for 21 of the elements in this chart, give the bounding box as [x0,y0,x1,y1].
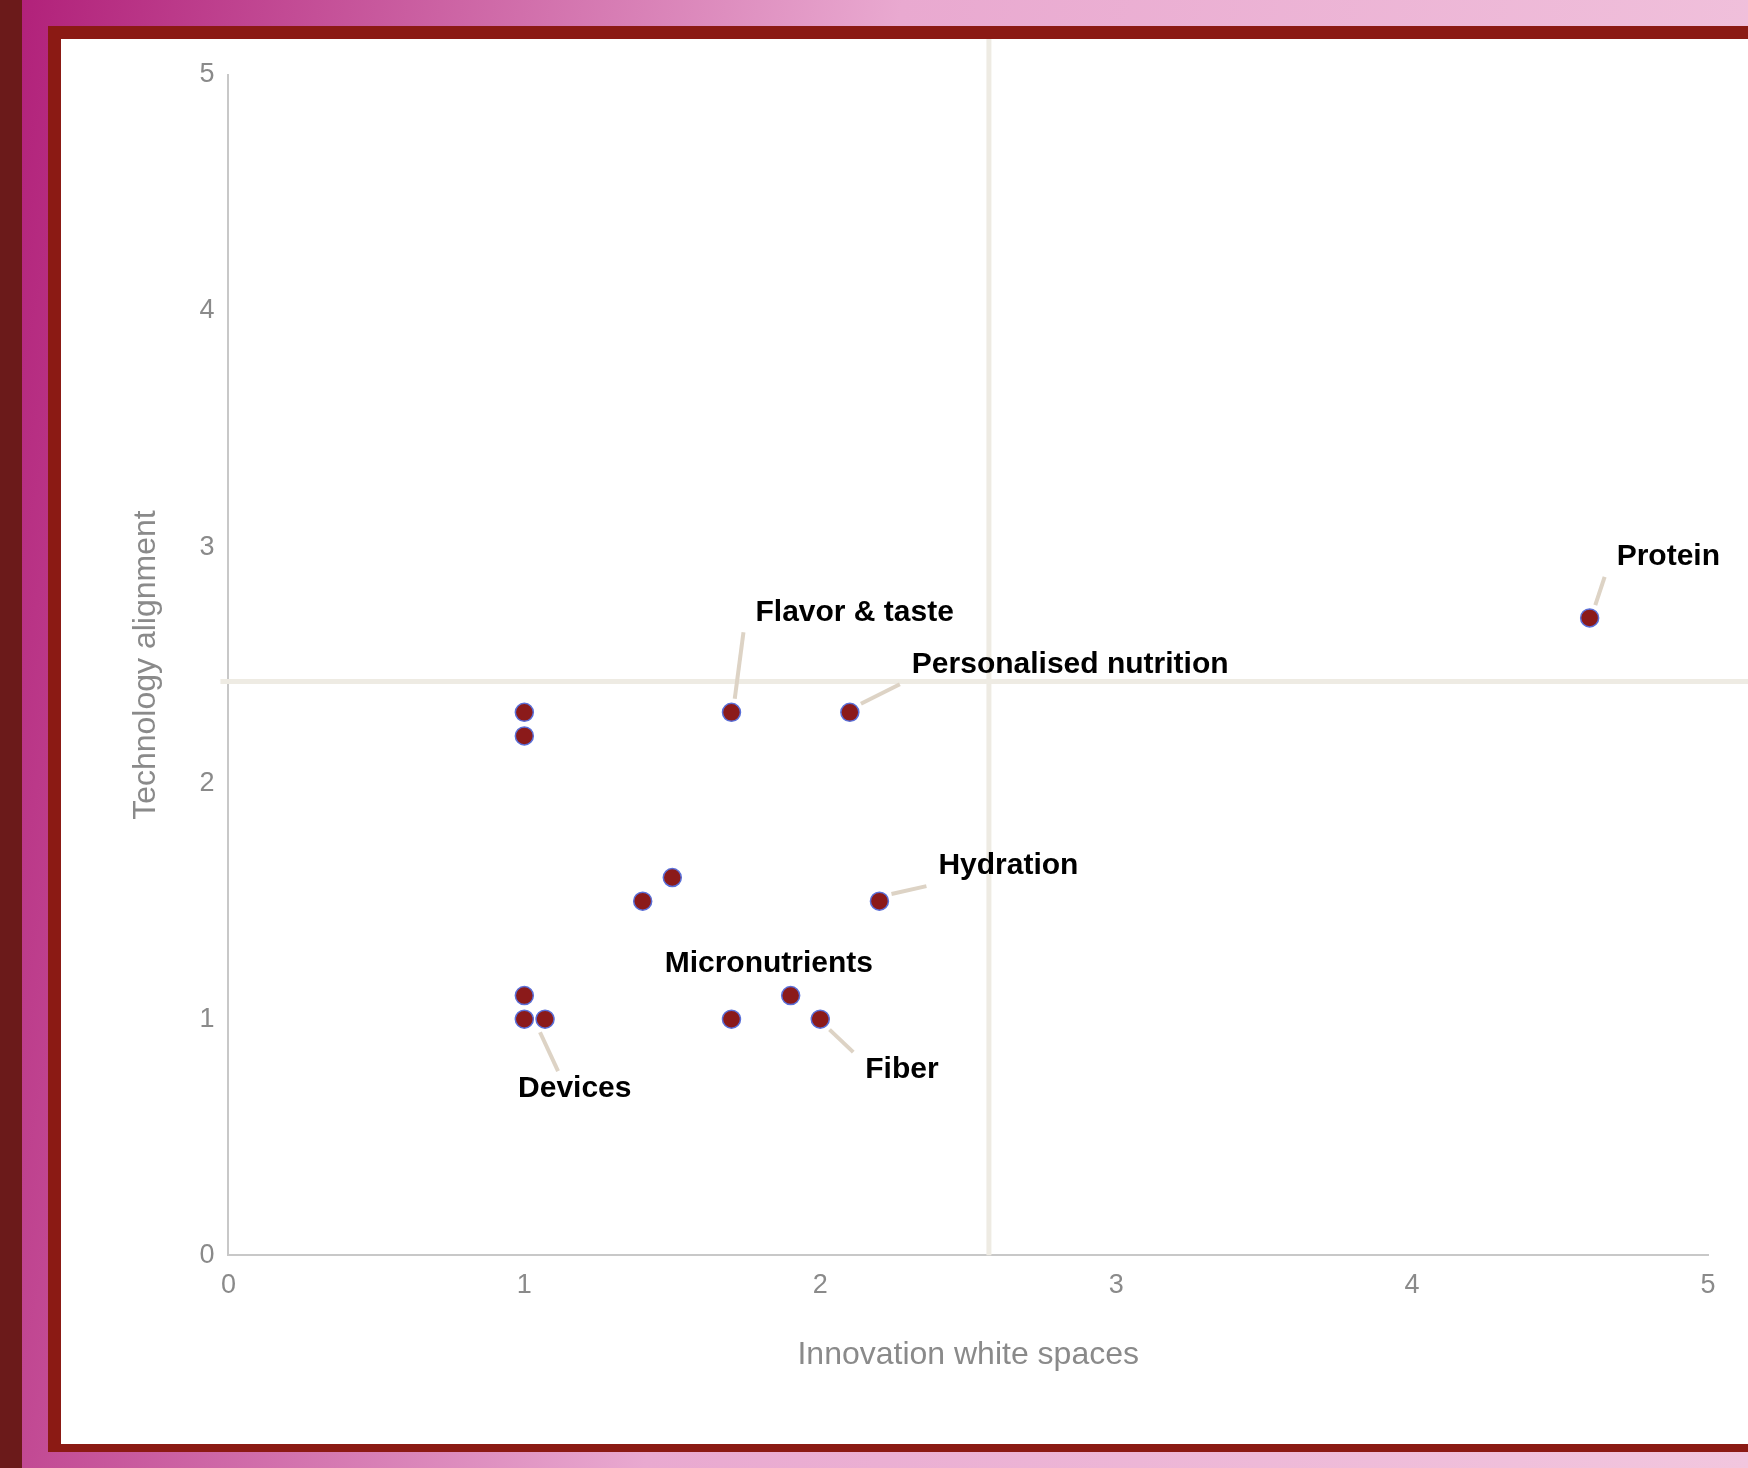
annotation: Micronutrients [664,944,874,978]
annotation: Devices [518,1070,632,1104]
y-tick-label: 1 [199,1002,215,1033]
y-tick-label: 4 [199,294,215,325]
y-tick-label: 2 [199,766,215,797]
annotation: Personalised nutrition [911,645,1229,679]
y-tick-label: 5 [199,58,215,89]
y-axis-title: Technology alignment [126,510,163,820]
y-tick-label: 3 [199,530,215,561]
x-tick-label: 0 [220,1268,236,1299]
x-axis-title: Innovation white spaces [797,1334,1139,1371]
annotation: Hydration [938,847,1079,881]
annotation: Flavor & taste [755,593,954,627]
y-tick-label: 0 [199,1238,215,1269]
annotation: Protein [1616,538,1720,572]
x-tick-label: 5 [1700,1268,1716,1299]
x-tick-label: 1 [516,1268,532,1299]
x-tick-label: 4 [1404,1268,1420,1299]
x-tick-label: 3 [1108,1268,1124,1299]
x-tick-label: 2 [812,1268,828,1299]
annotation: Fiber [865,1051,939,1085]
